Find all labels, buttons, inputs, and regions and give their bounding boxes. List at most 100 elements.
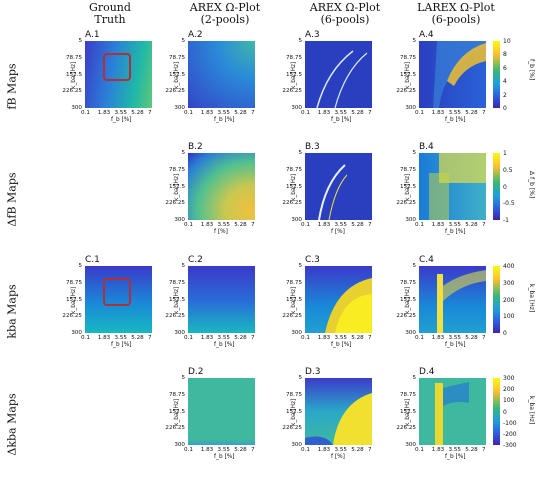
y-tick-label: 300 [405, 442, 416, 448]
x-tick-label: 5.28 [351, 110, 364, 116]
y-tick-label: 226.25 [396, 200, 416, 207]
x-axis-label: f_b [%] [445, 454, 466, 460]
x-tick-label: 3.55 [114, 335, 127, 341]
colorbar-tick-label: 0.5 [503, 166, 513, 174]
y-tick-label: 226.25 [165, 425, 185, 432]
colorbar-tick-label: 300 [503, 375, 515, 382]
y-tick-label: 152.5 [168, 408, 185, 415]
x-tick-label: 7 [251, 447, 255, 453]
x-tick-label: 5.28 [465, 335, 478, 341]
colorbar-tick-label: 200 [503, 296, 515, 304]
heatmap-c-2 [188, 266, 255, 333]
heatmap-a-3 [305, 41, 372, 108]
y-tick-label: 152.5 [285, 296, 302, 303]
y-tick-label: 152.5 [168, 71, 185, 78]
x-tick-label: 7 [368, 447, 372, 453]
y-tick-label: 226.25 [62, 313, 82, 320]
colorbar [493, 153, 500, 220]
y-tick-label: 300 [405, 217, 416, 223]
y-tick-label: 5 [181, 38, 185, 44]
x-tick-label: 7 [148, 335, 152, 341]
column-header-arex-2pool: AREX Ω-Plot (2-pools) [189, 1, 261, 26]
x-tick-label: 1.83 [200, 335, 214, 341]
y-axis-label: k_ba [Hz] [174, 173, 180, 201]
y-tick-label: 300 [174, 330, 185, 336]
y-tick-label: 78.75 [168, 166, 185, 173]
x-tick-label: 7 [482, 447, 486, 453]
x-tick-label: 7 [482, 222, 486, 228]
y-tick-label: 152.5 [65, 71, 82, 78]
y-tick-label: 300 [174, 105, 185, 111]
y-tick-label: 5 [78, 38, 82, 44]
x-tick-label: 0.1 [415, 335, 424, 341]
x-tick-label: 5.28 [131, 110, 144, 116]
heatmap-b-4 [419, 153, 486, 220]
heatmap-b-3 [305, 153, 372, 220]
y-tick-label: 78.75 [399, 391, 416, 398]
y-tick-label: 300 [174, 442, 185, 448]
y-tick-label: 152.5 [399, 296, 416, 303]
x-tick-label: 3.55 [334, 110, 347, 116]
panel-tag: B.4 [419, 142, 434, 152]
y-tick-label: 5 [181, 263, 185, 269]
x-tick-label: 0.1 [301, 110, 310, 116]
x-tick-label: 1.83 [200, 222, 214, 228]
x-tick-label: 3.55 [217, 335, 230, 341]
row-header-delta-fb: ΔfB Maps [5, 172, 19, 227]
colorbar [493, 41, 500, 108]
y-tick-label: 152.5 [285, 183, 302, 190]
y-tick-label: 5 [78, 263, 82, 269]
y-tick-label: 152.5 [285, 71, 302, 78]
y-tick-label: 300 [291, 217, 302, 223]
y-tick-label: 152.5 [399, 183, 416, 190]
y-axis-label: k_ba [Hz] [405, 286, 411, 314]
y-tick-label: 300 [291, 442, 302, 448]
y-tick-label: 300 [71, 105, 82, 111]
colorbar-label: k_ba [Hz] [528, 396, 535, 425]
y-axis-label: k_ba [Hz] [291, 286, 297, 314]
y-tick-label: 300 [291, 330, 302, 336]
panel-tag: A.1 [85, 30, 100, 40]
x-tick-label: 1.83 [317, 110, 331, 116]
heatmap-a-2 [188, 41, 255, 108]
colorbar-tick-label: -100 [503, 419, 517, 427]
colorbar-tick-label: 100 [503, 313, 515, 321]
y-axis-label: k_ba [Hz] [174, 286, 180, 314]
x-axis-label: f_b [%] [445, 117, 466, 123]
x-tick-label: 7 [482, 335, 486, 341]
heatmap-d-3 [305, 378, 372, 445]
y-tick-label: 78.75 [285, 391, 302, 398]
y-tick-label: 5 [298, 375, 302, 381]
x-tick-label: 0.1 [184, 222, 193, 228]
colorbar-tick-label: 10 [503, 38, 511, 45]
x-tick-label: 7 [482, 110, 486, 116]
x-tick-label: 1.83 [431, 447, 445, 453]
y-tick-label: 5 [181, 150, 185, 156]
colorbar [493, 266, 500, 333]
panel-tag: A.2 [188, 30, 203, 40]
y-tick-label: 226.25 [62, 88, 82, 95]
x-tick-label: 7 [368, 110, 372, 116]
x-tick-label: 0.1 [301, 447, 310, 453]
x-tick-label: 0.1 [415, 222, 424, 228]
x-axis-label: f_b [%] [331, 342, 352, 348]
x-tick-label: 5.28 [465, 447, 478, 453]
heatmap-c-1 [85, 266, 152, 333]
row-header-delta-kba: Δkba Maps [5, 393, 19, 456]
y-tick-label: 152.5 [399, 408, 416, 415]
y-tick-label: 78.75 [168, 54, 185, 61]
y-axis-label: k_ba [Hz] [405, 398, 411, 426]
x-tick-label: 0.1 [415, 110, 424, 116]
colorbar-tick-label: 100 [503, 397, 515, 405]
x-tick-label: 5.28 [234, 222, 247, 228]
x-tick-label: 3.55 [217, 110, 230, 116]
x-axis-label: f [%] [331, 454, 345, 460]
x-tick-label: 1.83 [317, 222, 331, 228]
x-tick-label: 3.55 [334, 335, 347, 341]
colorbar-tick-label: 0 [503, 330, 507, 337]
x-tick-label: 1.83 [317, 447, 331, 453]
y-tick-label: 78.75 [399, 279, 416, 286]
panel-tag: C.2 [188, 255, 203, 265]
x-axis-label: f [%] [214, 229, 228, 235]
heatmap-d-4 [419, 378, 486, 445]
